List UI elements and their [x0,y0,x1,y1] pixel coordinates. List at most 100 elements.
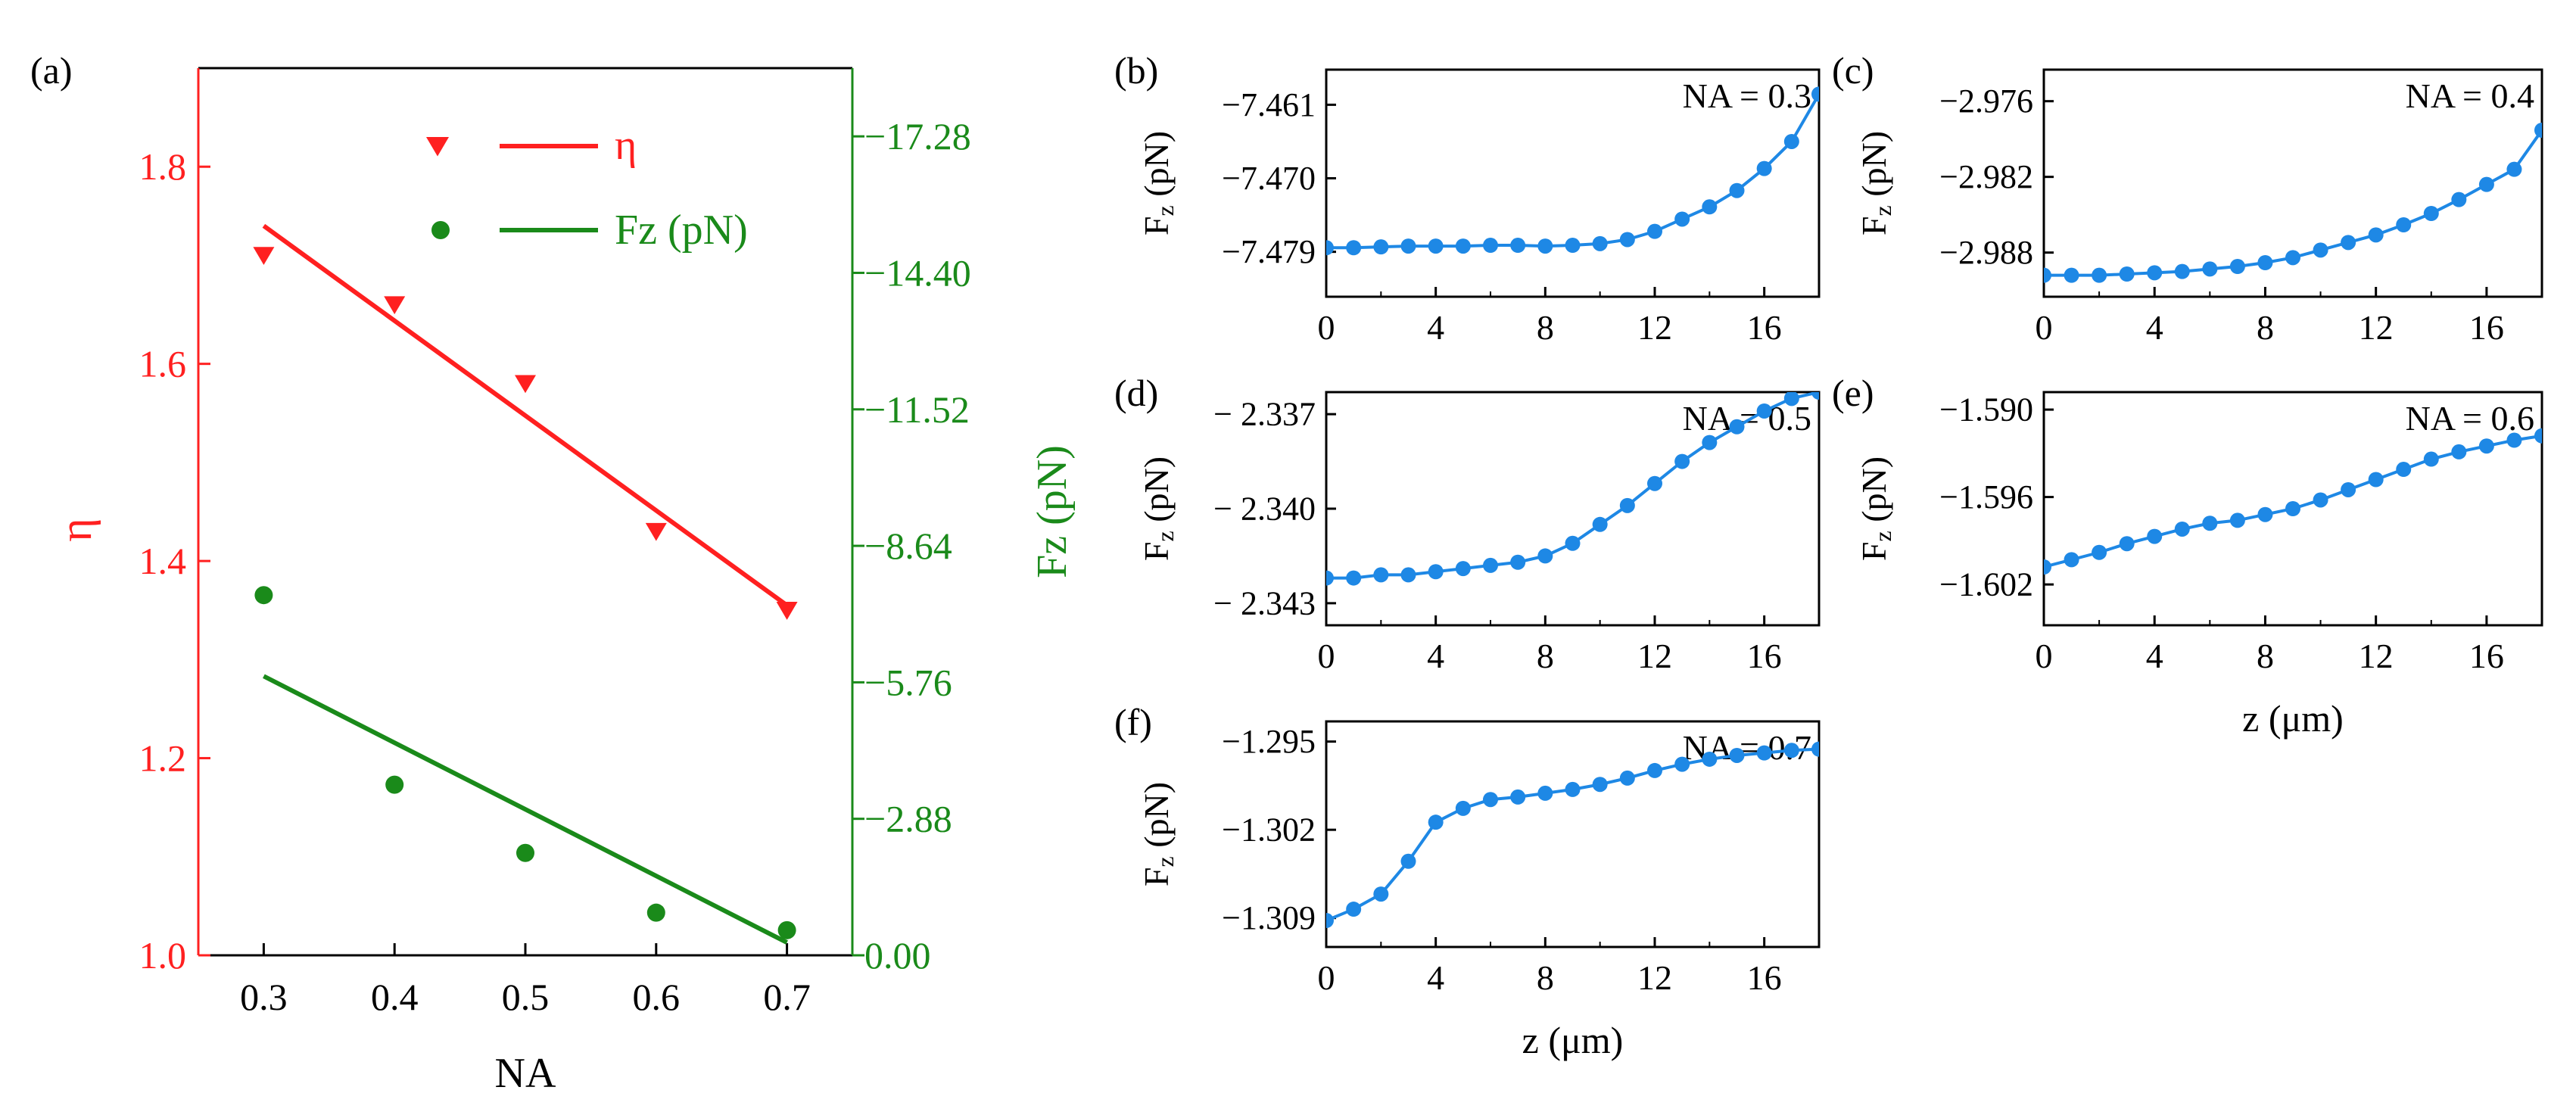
y-tick-label-e: −1.596 [1939,478,2033,516]
x-tick-label-d: 0 [1318,637,1335,675]
data-point-c [2044,267,2051,283]
x-tick-label-c: 12 [2359,308,2394,347]
annotation-c: NA = 0.4 [2406,76,2534,115]
data-point-f [1783,743,1799,758]
y-axis-label-e: Fz (pN) [1855,456,1897,561]
data-point-f [1346,902,1362,917]
data-point-f [1400,853,1416,869]
data-point-b [1619,232,1635,248]
data-point-f [1619,770,1635,786]
data-point-f [1811,741,1819,757]
data-point-b [1783,133,1799,149]
data-point-e [2506,432,2522,448]
legend-marker-eta [426,137,449,157]
y-tick-label-c: −2.988 [1939,234,2033,271]
y-axis-label-main: F [1137,867,1176,886]
data-point-e [2285,501,2300,516]
panel-label-f: (f) [1114,701,1152,743]
data-point-d [1647,475,1662,491]
data-point-fz [254,586,273,605]
data-point-e [2174,521,2190,537]
x-tick-label-e: 12 [2359,637,2394,675]
x-tick-label-f: 8 [1537,958,1554,997]
data-point-d [1702,435,1718,450]
data-point-c [2313,242,2328,258]
y-tick-label-f: −1.295 [1222,723,1316,760]
data-point-c [2119,266,2135,282]
y-right-tick-label: −11.52 [864,388,970,431]
data-point-b [1565,238,1581,254]
y-axis-label-unit: (pN) [1855,131,1893,205]
x-tick-label-b: 0 [1318,308,1335,347]
x-tick-label-e: 0 [2036,637,2053,675]
data-point-b [1326,240,1334,256]
y-left-tick-label: 1.6 [139,343,187,385]
data-point-d [1674,453,1690,469]
data-point-c [2147,265,2163,281]
data-point-e [2044,559,2051,575]
data-point-eta [253,247,275,266]
x-tick-label-b: 12 [1637,308,1672,347]
legend-label-fz: Fz (pN) [615,207,748,254]
data-point-b [1400,238,1416,254]
data-point-d [1537,548,1553,564]
y-axis-label-unit: (pN) [1137,456,1176,531]
data-point-fz [777,920,796,939]
data-point-f [1326,913,1334,929]
series-f [1326,741,1819,929]
data-point-d [1783,392,1799,406]
y-tick-label-d: − 2.340 [1213,491,1316,528]
data-point-b [1729,182,1745,198]
fit-line-eta [262,223,789,608]
y-axis-label-sub: z [1151,205,1179,216]
data-point-f [1373,886,1389,902]
data-point-d [1428,564,1444,580]
data-point-d [1510,554,1526,570]
x-tick-label-f: 4 [1427,958,1444,997]
data-point-b [1537,238,1553,254]
y-tick-label-d: − 2.343 [1213,584,1316,621]
data-point-d [1373,567,1389,583]
y-tick-label-c: −2.982 [1939,158,2033,195]
data-point-e [2229,512,2245,528]
data-point-c [2478,176,2494,192]
y-left-tick-label: 1.0 [139,934,187,977]
y-left-tick-label: 1.2 [139,737,187,780]
x-axis-label-f: z (μm) [1522,1019,1624,1061]
data-point-c [2202,261,2218,277]
annotation-e: NA = 0.6 [2406,399,2534,438]
data-point-c [2451,192,2467,207]
x-tick-label-d: 16 [1747,637,1782,675]
y-axis-label-unit: (pN) [1137,782,1176,856]
y-right-tick-label: −17.28 [864,115,971,157]
data-point-b [1674,211,1690,227]
data-point-e [2341,481,2356,497]
y-axis-label-main: F [1855,541,1893,561]
y-axis-label-sub: z [1869,205,1896,216]
panel-label-b: (b) [1114,49,1158,92]
data-point-c [2229,259,2245,274]
series-line-b [1326,93,1819,250]
y-left-tick-label: 1.4 [139,540,187,582]
y-tick-label-b: −7.479 [1222,233,1316,270]
x-tick-label: 0.7 [763,976,811,1018]
y-tick-label-b: −7.470 [1222,160,1316,197]
data-point-c [2174,263,2190,279]
data-point-b [1483,238,1498,254]
data-point-f [1674,756,1690,772]
data-point-b [1373,239,1389,255]
data-point-eta [515,375,536,394]
data-point-d [1483,557,1498,573]
fit-line-fz [263,674,788,945]
data-point-f [1455,800,1471,816]
y-tick-label-d: − 2.337 [1213,396,1316,433]
x-axis-label-e: z (μm) [2242,697,2344,740]
y-axis-label-d: Fz (pN) [1137,456,1179,561]
data-point-f [1537,785,1553,801]
y-left-tick-label: 1.8 [139,145,187,188]
panel-frame-b [1325,68,1821,298]
series-c [2044,123,2542,283]
data-point-f [1647,762,1662,778]
x-tick-label: 0.6 [633,976,681,1018]
